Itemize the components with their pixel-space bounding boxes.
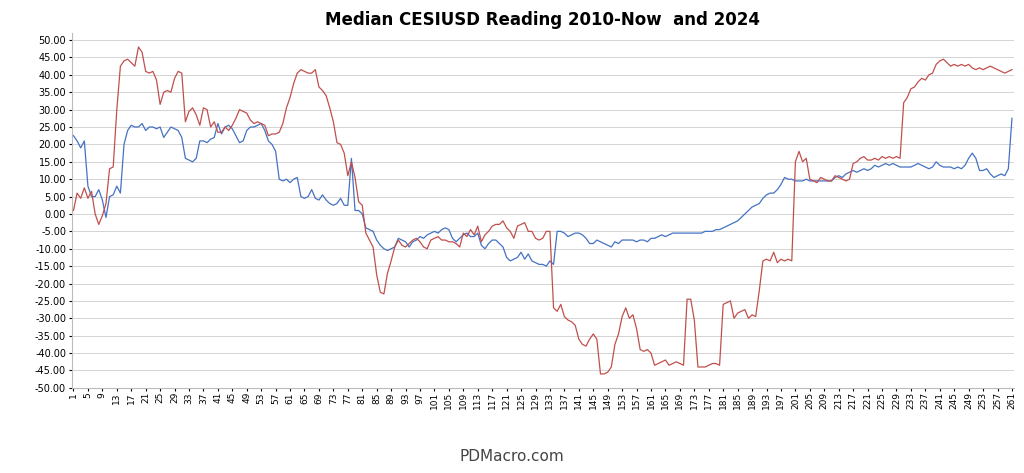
Text: PDMacro.com: PDMacro.com [460, 448, 564, 464]
Title: Median CESIUSD Reading 2010-Now  and 2024: Median CESIUSD Reading 2010-Now and 2024 [326, 11, 760, 29]
